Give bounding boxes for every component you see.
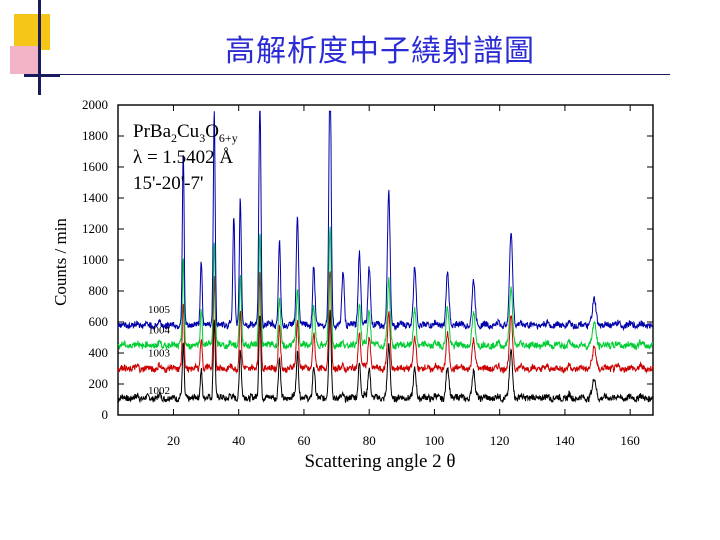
x-tick-label: 160 [620,433,640,448]
series-label-1003: 1003 [148,348,171,360]
x-tick-label: 40 [232,433,245,448]
y-axis: 0 200 400 600 800 1000 1200 1400 1600 1800 2000 [82,97,653,422]
compound-formula: PrBa2Cu3O6+y [133,121,238,145]
collimation-label: 15'-20'-7' [133,173,203,194]
series-line-1005 [117,110,653,332]
series-line-1003 [117,270,654,374]
y-tick-label: 1200 [82,221,108,236]
x-axis-label: Scattering angle 2 θ [304,451,455,472]
y-tick-label: 1600 [82,159,108,174]
y-tick-label: 600 [89,314,109,329]
series-label-1005: 1005 [148,304,171,316]
y-tick-label: 400 [89,345,109,360]
series-label-1004: 1004 [148,324,171,336]
y-tick-label: 800 [89,283,109,298]
wavelength-label: λ = 1.5402 Å [133,147,233,168]
y-tick-label: 0 [102,407,109,422]
x-axis: 20 40 60 80 100 120 140 160 [167,105,640,448]
y-tick-label: 1400 [82,190,108,205]
x-tick-label: 60 [297,433,310,448]
x-tick-label: 100 [425,433,445,448]
deco-yellow-square [14,14,50,50]
series-line-1002 [117,309,654,404]
y-tick-label: 1000 [82,252,108,267]
y-axis-label: Counts / min [51,218,70,306]
traces [117,110,654,404]
deco-horizontal-rule-long [60,74,670,75]
series-line-1004 [117,226,654,352]
series-label-1002: 1002 [148,385,170,397]
slide-title: 高解析度中子繞射譜圖 [225,34,535,69]
y-tick-label: 200 [89,376,109,391]
y-tick-label: 2000 [82,97,108,112]
deco-pink-square [10,46,38,74]
trace-labels: 1002 1003 1004 1005 [148,304,171,397]
x-tick-label: 140 [555,433,575,448]
y-tick-label: 1800 [82,128,108,143]
deco-vertical-rule [38,0,41,95]
x-tick-label: 120 [490,433,510,448]
x-tick-label: 80 [363,433,376,448]
deco-horizontal-rule-short [24,74,60,77]
x-tick-label: 20 [167,433,180,448]
